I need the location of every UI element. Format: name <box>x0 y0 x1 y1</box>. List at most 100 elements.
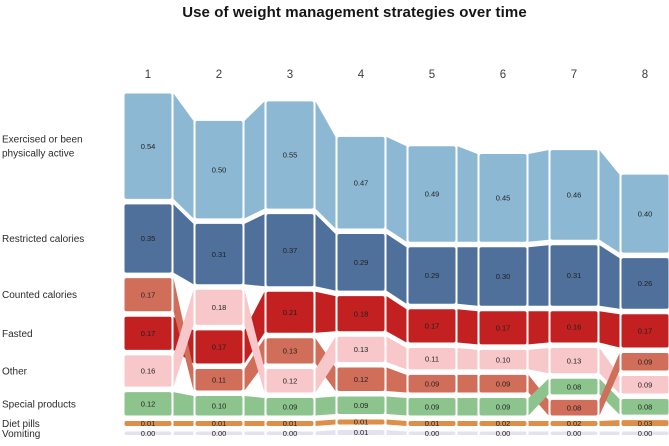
bar-segment-restricted-col3 <box>266 214 314 287</box>
value-label-special-col4: 0.09 <box>354 401 369 410</box>
bar-segment-restricted-col6 <box>479 247 527 306</box>
value-label-counted-col8: 0.09 <box>638 357 653 366</box>
category-label-counted: Counted calories <box>2 290 77 301</box>
bar-segment-restricted-col7 <box>550 245 598 306</box>
bar-segment-fasted-col2 <box>195 330 243 364</box>
flow-band-special <box>599 378 620 415</box>
bar-segment-counted-col4 <box>337 367 385 391</box>
bar-segment-special-col7 <box>550 378 598 395</box>
bar-segment-counted-col5 <box>408 374 456 393</box>
value-label-dietpills-col7: 0.02 <box>567 419 582 428</box>
value-label-dietpills-col5: 0.01 <box>425 419 440 428</box>
bar-segment-exercised-col4 <box>337 136 385 229</box>
bar-segment-restricted-col4 <box>337 234 385 291</box>
chart-title: Use of weight management strategies over… <box>182 4 527 21</box>
bar-segment-exercised-col5 <box>408 146 456 242</box>
bar-segment-fasted-col3 <box>266 291 314 333</box>
bar-segment-restricted-col1 <box>124 204 172 273</box>
flow-band-dietpills <box>457 421 478 426</box>
value-label-fasted-col7: 0.16 <box>567 323 582 332</box>
category-label-restricted: Restricted calories <box>2 234 84 245</box>
flow-band-exercised <box>528 150 549 242</box>
value-label-restricted-col8: 0.26 <box>638 279 653 288</box>
flow-band-vomiting <box>528 431 549 435</box>
value-label-vomiting-col1: 0.00 <box>141 429 156 438</box>
bar-segment-exercised-col1 <box>124 93 172 199</box>
value-label-counted-col5: 0.09 <box>425 379 440 388</box>
bar-segment-dietpills-col1 <box>124 421 172 426</box>
flow-band-special <box>244 396 265 416</box>
flow-band-other <box>457 347 478 370</box>
bar-segment-vomiting-col2 <box>195 431 243 435</box>
flow-band-dietpills <box>315 419 336 426</box>
flow-band-fasted <box>386 296 407 343</box>
flow-bands <box>173 93 620 435</box>
bar-segment-vomiting-col3 <box>266 431 314 435</box>
bar-segment-restricted-col2 <box>195 223 243 285</box>
value-label-counted-col3: 0.13 <box>283 347 298 356</box>
bar-segment-counted-col8 <box>621 352 669 371</box>
value-label-exercised-col6: 0.45 <box>496 194 511 203</box>
column-header-7: 7 <box>571 69 577 81</box>
bar-segment-special-col3 <box>266 397 314 416</box>
value-label-vomiting-col4: 0.01 <box>354 428 369 437</box>
flow-band-restricted <box>173 204 194 285</box>
bar-segment-special-col8 <box>621 399 669 415</box>
flow-band-other <box>315 336 336 393</box>
flow-band-exercised <box>386 136 407 242</box>
flow-band-fasted <box>315 291 336 333</box>
value-label-other-col1: 0.16 <box>141 367 156 376</box>
column-header-2: 2 <box>216 69 222 81</box>
value-label-fasted-col5: 0.17 <box>425 322 440 331</box>
value-label-other-col5: 0.11 <box>425 354 439 363</box>
flow-band-other <box>173 289 194 387</box>
value-label-fasted-col2: 0.17 <box>212 343 227 352</box>
category-labels: Exercised or been physically active Restri… <box>2 135 84 440</box>
column-header-1: 1 <box>145 69 151 81</box>
value-label-fasted-col6: 0.17 <box>496 324 511 333</box>
value-label-fasted-col3: 0.21 <box>283 308 298 317</box>
bar-segment-dietpills-col2 <box>195 421 243 426</box>
value-label-other-col2: 0.18 <box>212 303 227 312</box>
bar-segment-counted-col2 <box>195 369 243 391</box>
flow-band-exercised <box>173 93 194 219</box>
bar-segment-fasted-col1 <box>124 316 172 350</box>
flow-band-special <box>528 378 549 416</box>
flow-band-special <box>173 392 194 416</box>
bar-segment-exercised-col2 <box>195 120 243 219</box>
flow-band-special <box>386 396 407 416</box>
bar-segment-exercised-col6 <box>479 154 527 242</box>
value-label-restricted-col7: 0.31 <box>567 271 582 280</box>
bar-segment-fasted-col5 <box>408 309 456 343</box>
bar-segment-other-col8 <box>621 376 669 394</box>
bar-segment-special-col2 <box>195 396 243 416</box>
value-label-other-col6: 0.10 <box>496 355 511 364</box>
bar-segment-special-col1 <box>124 392 172 416</box>
column-header-4: 4 <box>358 69 365 81</box>
bar-segment-other-col1 <box>124 355 172 387</box>
value-label-special-col1: 0.12 <box>141 400 156 409</box>
column-headers: 1 2 3 4 5 6 7 8 <box>145 69 648 81</box>
value-label-other-col4: 0.13 <box>354 345 369 354</box>
value-label-special-col2: 0.10 <box>212 401 227 410</box>
bar-segment-counted-col3 <box>266 338 314 364</box>
bar-segment-special-col4 <box>337 396 385 414</box>
value-label-vomiting-col2: 0.00 <box>212 429 227 438</box>
value-label-vomiting-col7: 0.00 <box>567 429 582 438</box>
value-label-vomiting-col5: 0.00 <box>425 429 440 438</box>
flow-band-restricted <box>528 245 549 306</box>
bar-segment-dietpills-col5 <box>408 421 456 426</box>
bar-segment-exercised-col7 <box>550 150 598 240</box>
value-label-special-col3: 0.09 <box>283 402 298 411</box>
category-label-vomiting: Vomiting <box>2 429 40 440</box>
bar-segment-vomiting-col4 <box>337 430 385 435</box>
column-header-5: 5 <box>429 69 435 81</box>
bar-segment-dietpills-col8 <box>621 420 669 426</box>
flow-band-restricted <box>599 245 620 309</box>
flow-band-vomiting <box>244 431 265 435</box>
flow-band-exercised <box>457 146 478 242</box>
category-label-exercised: Exercised or been physically active <box>2 135 83 160</box>
flow-band-vomiting <box>599 431 620 435</box>
value-label-fasted-col8: 0.17 <box>638 327 653 336</box>
